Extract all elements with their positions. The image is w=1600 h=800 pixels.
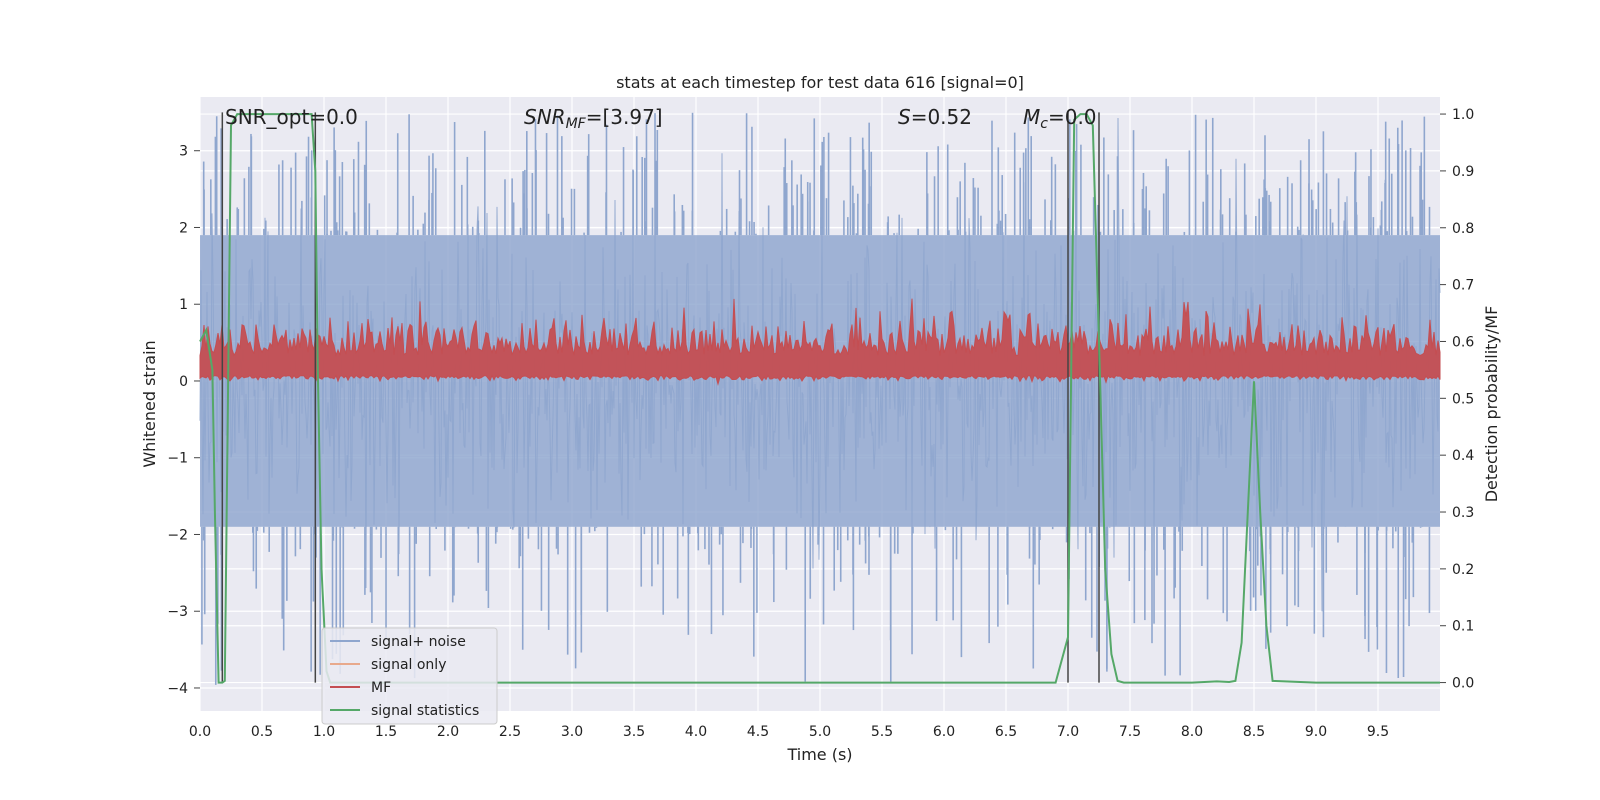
x-tick-label: 2.0 [437,724,459,740]
y-axis-ticks: 3 2 1 0 −1 −2 −3 −4 [167,144,200,697]
x-tick-label: 4.0 [685,724,707,740]
y2-tick-label: 0.1 [1452,619,1474,635]
y-tick-label: −3 [167,604,188,620]
snr-opt-annotation: SNR_opt=0.0 [225,105,358,129]
x-axis-ticks: 0.0 0.5 1.0 1.5 2.0 2.5 3.0 3.5 4.0 4.5 5.0 5.5 6.0 6… [189,724,1389,740]
y2-tick-label: 0.2 [1452,562,1474,578]
snr-mf-annotation: SNRMF=[3.97] [524,105,663,132]
y-tick-label: 0 [179,374,188,390]
y2-tick-label: 0.9 [1452,164,1474,180]
signal-noise-series [199,112,1441,685]
s-annotation: S=0.52 [898,105,972,129]
x-tick-label: 7.5 [1119,724,1141,740]
signal-statistics-line [199,113,1440,684]
y2-tick-label: 0.5 [1452,391,1474,407]
y2-tick-label: 0.0 [1452,676,1474,692]
x-tick-label: 1.0 [313,724,335,740]
legend-box [321,627,498,725]
y-tick-label: −1 [167,451,188,467]
y-axis-label: Whitened strain [140,340,159,467]
y2-tick-label: 1.0 [1452,107,1474,123]
y2-tick-label: 0.4 [1452,448,1474,464]
y-tick-label: 2 [179,220,188,236]
y2-tick-label: 0.6 [1452,334,1474,350]
y-tick-label: 1 [179,297,188,313]
legend-label-signal-noise: signal+ noise [371,634,466,650]
x-tick-label: 2.5 [499,724,521,740]
x-tick-label: 3.0 [561,724,583,740]
signal-noise-band [200,235,1440,527]
x-tick-label: 6.5 [995,724,1017,740]
chart-title: stats at each timestep for test data 616… [616,73,1024,92]
legend-label-signal-only: signal only [371,657,446,673]
y-tick-label: −2 [167,527,188,543]
x-tick-label: 9.5 [1367,724,1389,740]
x-tick-label: 5.0 [809,724,831,740]
mf-band [199,298,1441,387]
y-tick-label: 3 [179,144,188,160]
x-tick-label: 0.5 [251,724,273,740]
x-tick-label: 8.5 [1243,724,1265,740]
x-tick-label: 0.0 [189,724,211,740]
y2-axis-label: Detection probability/MF [1482,306,1501,503]
legend-label-signal-statistics: signal statistics [371,703,479,719]
legend: signal+ noise signal only MF signal stat… [321,627,498,725]
y2-tick-label: 0.8 [1452,221,1474,237]
x-axis-label: Time (s) [786,745,852,764]
x-tick-label: 9.0 [1305,724,1327,740]
x-tick-label: 7.0 [1057,724,1079,740]
x-tick-label: 5.5 [871,724,893,740]
y2-axis-ticks: 1.0 0.9 0.8 0.7 0.6 0.5 0.4 0.3 0.2 0.1 0.0 [1440,107,1474,692]
mc-annotation: Mc=0.0 [1023,105,1097,132]
signal-statistics-series [199,113,1440,684]
x-tick-label: 1.5 [375,724,397,740]
y-tick-label: −4 [167,681,188,697]
y2-tick-label: 0.7 [1452,278,1474,294]
mf-series [199,298,1441,387]
x-tick-label: 3.5 [623,724,645,740]
x-tick-label: 8.0 [1181,724,1203,740]
x-tick-label: 4.5 [747,724,769,740]
x-tick-label: 6.0 [933,724,955,740]
y2-tick-label: 0.3 [1452,505,1474,521]
legend-label-mf: MF [371,680,391,696]
